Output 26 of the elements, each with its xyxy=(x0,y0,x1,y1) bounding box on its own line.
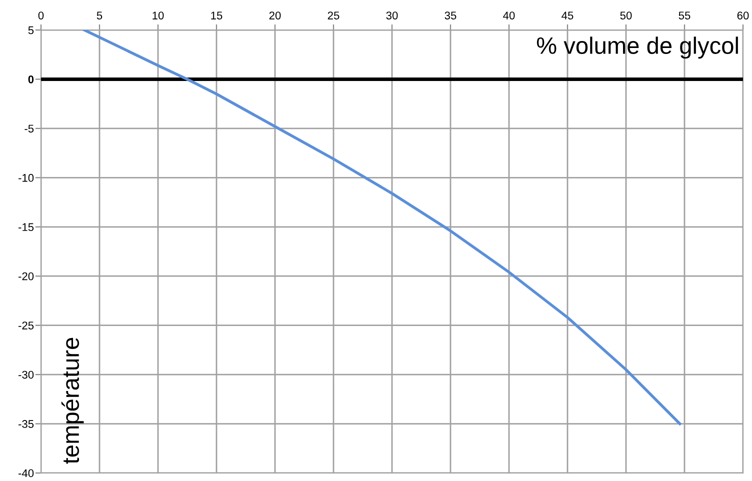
x-tick-label: 35 xyxy=(444,12,456,20)
x-tick-label: 60 xyxy=(737,12,749,20)
x-tick-label: 5 xyxy=(96,12,102,20)
y-tick-label: -35 xyxy=(18,420,34,428)
line-series xyxy=(82,30,682,426)
x-tick-label: 30 xyxy=(386,12,398,20)
x-tick-label: 15 xyxy=(211,12,222,20)
y-tick-label: -10 xyxy=(18,174,34,182)
x-tick-label: 40 xyxy=(503,12,515,20)
x-tick-label: 20 xyxy=(269,12,281,20)
x-tick-label: 10 xyxy=(152,12,164,20)
x-tick-label: 45 xyxy=(562,12,574,20)
y-tick-label: -15 xyxy=(18,223,34,232)
x-tick-label: 55 xyxy=(678,12,690,20)
x-tick-label: 25 xyxy=(328,12,340,20)
x-tick-label: 0 xyxy=(38,12,44,20)
x-axis-title: % volume de glycol xyxy=(536,36,738,59)
y-tick-label: -5 xyxy=(24,124,34,133)
y-tick-label: -25 xyxy=(18,322,34,330)
y-tick-label: -30 xyxy=(18,370,34,379)
y-tick-label: 5 xyxy=(28,26,34,34)
y-tick-label: -40 xyxy=(18,469,34,478)
y-axis-title: température xyxy=(61,338,84,464)
y-tick-label: 0 xyxy=(28,75,34,84)
y-tick-label: -20 xyxy=(18,272,34,280)
x-tick-label: 50 xyxy=(620,12,632,20)
